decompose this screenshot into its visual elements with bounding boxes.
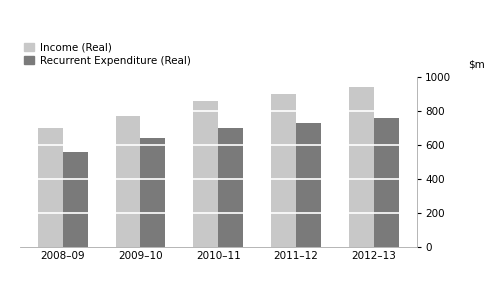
- Bar: [193, 101, 218, 247]
- Bar: [140, 138, 165, 247]
- Bar: [271, 94, 296, 247]
- Bar: [296, 123, 321, 247]
- Text: $m: $m: [468, 60, 485, 70]
- Bar: [218, 128, 243, 247]
- Bar: [349, 87, 374, 247]
- Bar: [62, 152, 87, 247]
- Bar: [116, 116, 140, 247]
- Legend: Income (Real), Recurrent Expenditure (Real): Income (Real), Recurrent Expenditure (Re…: [20, 38, 194, 70]
- Bar: [38, 128, 62, 247]
- Bar: [374, 118, 399, 247]
